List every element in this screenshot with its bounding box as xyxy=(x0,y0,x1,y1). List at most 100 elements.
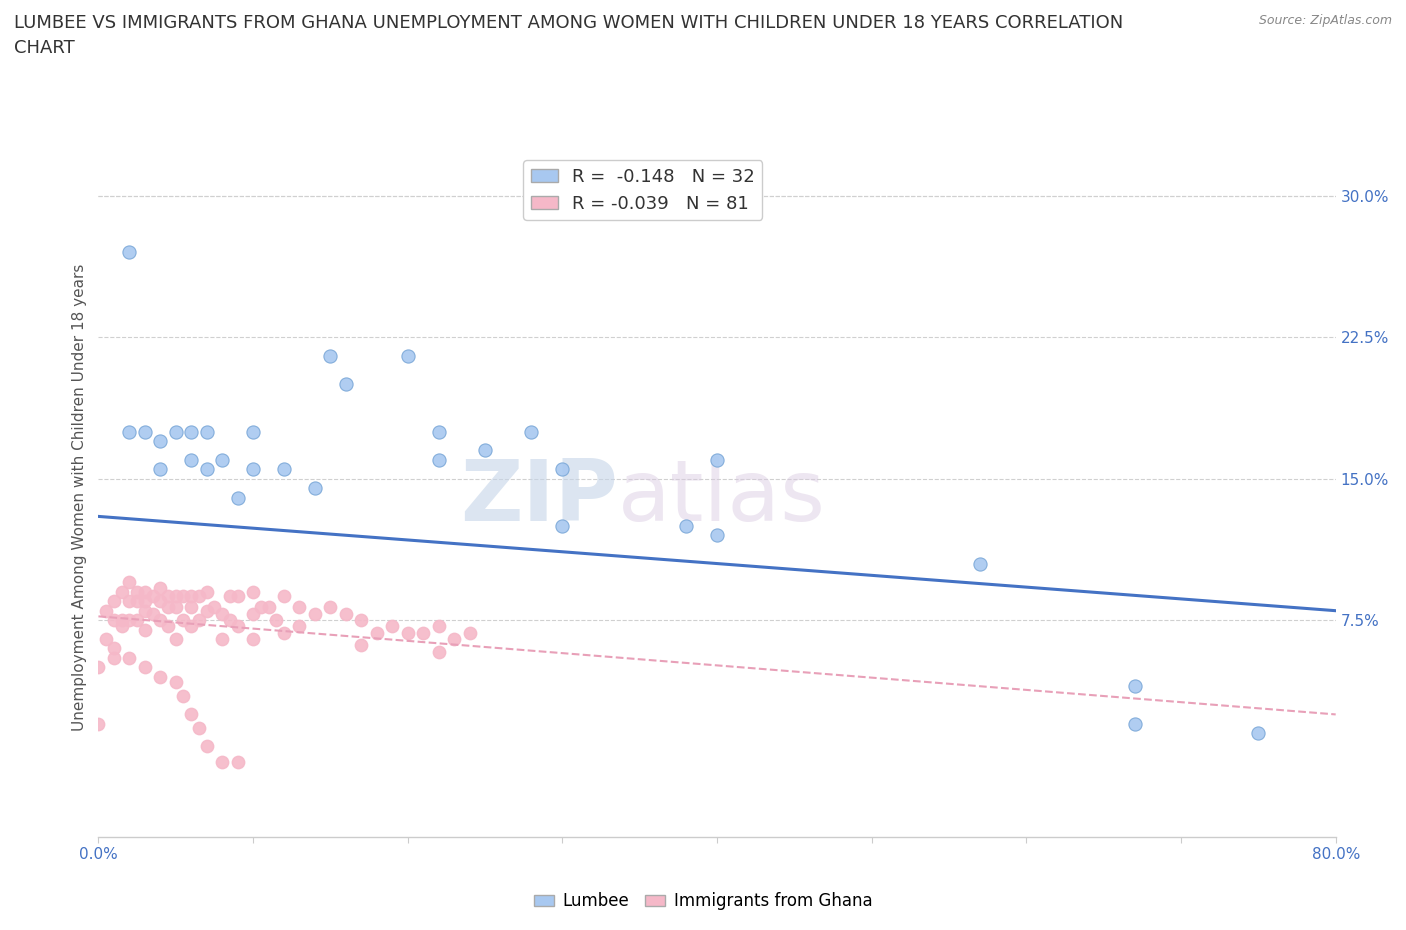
Point xyxy=(157,618,180,633)
Text: atlas: atlas xyxy=(619,456,827,539)
Point xyxy=(134,594,156,609)
Text: CHART: CHART xyxy=(14,39,75,57)
Point xyxy=(134,584,156,599)
Point xyxy=(706,528,728,543)
Point xyxy=(520,424,543,439)
Point xyxy=(111,613,132,628)
Point xyxy=(427,452,450,467)
Point xyxy=(226,754,249,769)
Point xyxy=(195,462,218,477)
Point xyxy=(165,675,187,690)
Point xyxy=(381,618,404,633)
Point xyxy=(250,600,273,615)
Point xyxy=(226,490,249,505)
Point xyxy=(396,626,419,641)
Point xyxy=(211,607,233,622)
Point xyxy=(396,349,419,364)
Point xyxy=(319,349,342,364)
Point xyxy=(172,688,194,703)
Point xyxy=(474,443,496,458)
Point xyxy=(149,462,172,477)
Point xyxy=(335,377,357,392)
Point xyxy=(1123,716,1146,731)
Point xyxy=(180,600,202,615)
Point xyxy=(165,631,187,646)
Point xyxy=(87,716,110,731)
Point xyxy=(427,644,450,659)
Point xyxy=(675,518,697,533)
Point xyxy=(165,588,187,603)
Point xyxy=(350,613,373,628)
Point xyxy=(188,588,211,603)
Point xyxy=(335,607,357,622)
Text: Source: ZipAtlas.com: Source: ZipAtlas.com xyxy=(1258,14,1392,27)
Legend: Lumbee, Immigrants from Ghana: Lumbee, Immigrants from Ghana xyxy=(527,885,879,917)
Point xyxy=(273,626,295,641)
Point xyxy=(211,754,233,769)
Point xyxy=(180,707,202,722)
Point xyxy=(219,613,242,628)
Point xyxy=(111,584,132,599)
Point xyxy=(188,720,211,735)
Point xyxy=(103,613,125,628)
Point xyxy=(458,626,481,641)
Point xyxy=(141,588,165,603)
Point xyxy=(96,631,118,646)
Point xyxy=(127,594,149,609)
Point xyxy=(149,613,172,628)
Point xyxy=(103,594,125,609)
Point xyxy=(195,584,218,599)
Point xyxy=(96,604,118,618)
Point xyxy=(257,600,280,615)
Point xyxy=(127,613,149,628)
Point xyxy=(264,613,288,628)
Point xyxy=(149,670,172,684)
Point xyxy=(204,600,226,615)
Point xyxy=(1123,679,1146,694)
Point xyxy=(427,424,450,439)
Point xyxy=(165,424,187,439)
Point xyxy=(551,462,574,477)
Point xyxy=(366,626,388,641)
Point xyxy=(195,604,218,618)
Point xyxy=(242,462,264,477)
Point xyxy=(319,600,342,615)
Point xyxy=(118,424,141,439)
Point xyxy=(118,575,141,590)
Point xyxy=(273,462,295,477)
Point xyxy=(706,452,728,467)
Point xyxy=(134,424,156,439)
Point xyxy=(149,580,172,595)
Point xyxy=(134,622,156,637)
Point xyxy=(118,245,141,259)
Point xyxy=(1247,725,1270,740)
Point xyxy=(242,607,264,622)
Point xyxy=(273,588,295,603)
Point xyxy=(103,641,125,656)
Point xyxy=(211,631,233,646)
Point xyxy=(226,588,249,603)
Point xyxy=(180,588,202,603)
Point xyxy=(195,424,218,439)
Point xyxy=(226,618,249,633)
Point xyxy=(412,626,434,641)
Point xyxy=(211,452,233,467)
Point xyxy=(180,424,202,439)
Point xyxy=(551,518,574,533)
Point xyxy=(134,660,156,675)
Point xyxy=(427,618,450,633)
Point xyxy=(288,600,311,615)
Point xyxy=(242,584,264,599)
Point xyxy=(288,618,311,633)
Point xyxy=(304,481,326,496)
Point xyxy=(242,424,264,439)
Point xyxy=(118,650,141,665)
Point xyxy=(111,618,132,633)
Point xyxy=(87,660,110,675)
Y-axis label: Unemployment Among Women with Children Under 18 years: Unemployment Among Women with Children U… xyxy=(72,264,87,731)
Point xyxy=(149,433,172,448)
Point xyxy=(219,588,242,603)
Point xyxy=(172,613,194,628)
Point xyxy=(157,588,180,603)
Point xyxy=(118,613,141,628)
